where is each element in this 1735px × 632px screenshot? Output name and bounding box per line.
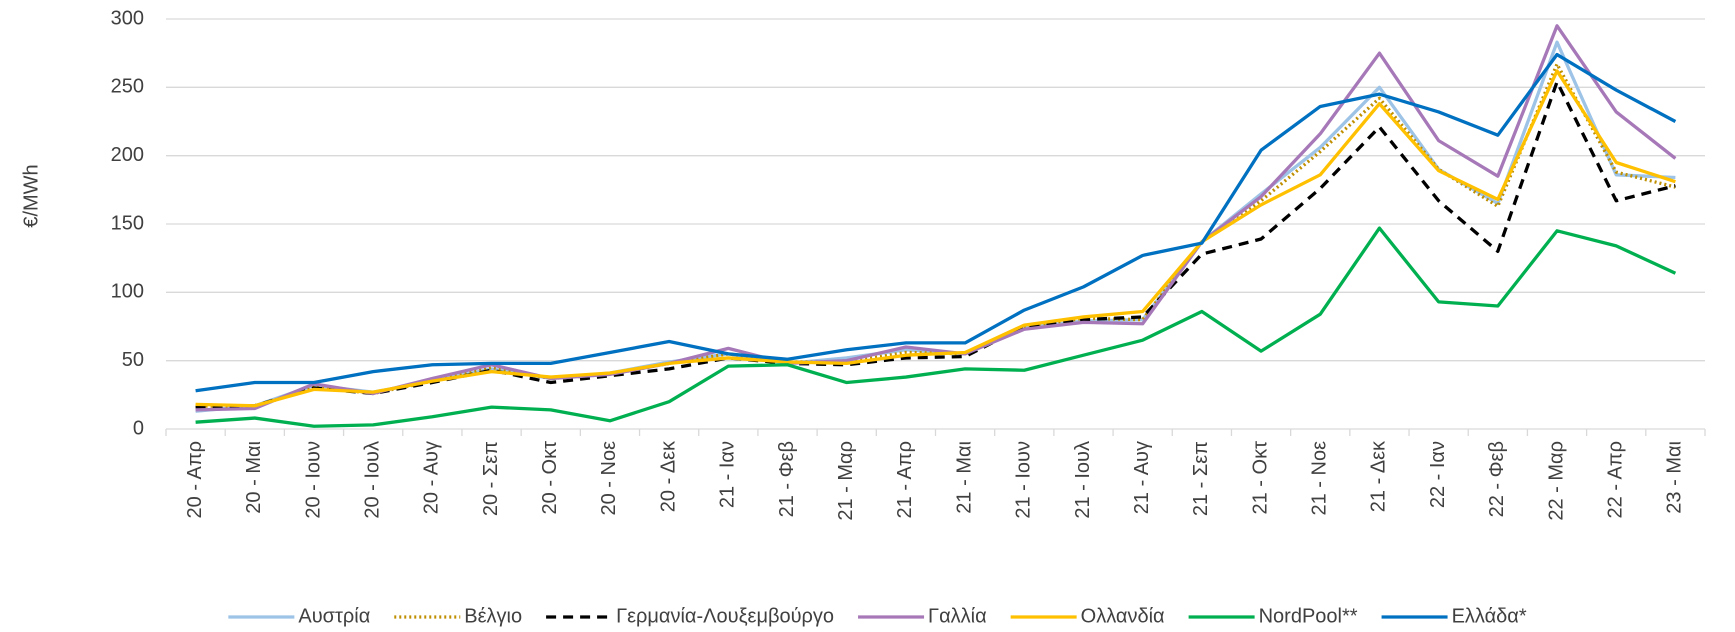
x-tick-label: 20 - Αυγ bbox=[421, 441, 443, 514]
x-tick-label: 20 - Οκτ bbox=[539, 441, 561, 515]
x-tick-label: 21 - Απρ bbox=[894, 441, 916, 518]
y-tick-label: 100 bbox=[111, 281, 144, 303]
series-line bbox=[195, 80, 1676, 409]
x-tick-label: 20 - Ιουλ bbox=[361, 441, 383, 519]
legend-label: Γαλλία bbox=[928, 605, 987, 627]
x-tick-label: 20 - Δεκ bbox=[657, 440, 679, 512]
x-tick-label: 21 - Φεβ bbox=[776, 441, 798, 517]
x-tick-label: 21 - Ιουν bbox=[1013, 441, 1035, 519]
x-tick-label: 20 - Ιουν bbox=[302, 441, 324, 519]
legend: Αυστρία Βέλγιο Γερμανία-Λουξεμβούργο Γαλλία… bbox=[228, 605, 1527, 627]
legend-label: Ελλάδα* bbox=[1452, 605, 1527, 627]
x-tick-label: 20 - Νοε bbox=[598, 441, 620, 516]
series-line bbox=[195, 69, 1676, 408]
x-tick-label: 22 - Ιαν bbox=[1427, 441, 1449, 508]
series-line bbox=[195, 52, 1677, 393]
y-tick-label: 250 bbox=[111, 76, 144, 98]
legend-label: Βέλγιο bbox=[464, 605, 522, 627]
x-tick-label: 21 - Δεκ bbox=[1368, 440, 1390, 512]
y-tick-label: 50 bbox=[122, 349, 144, 371]
legend-label: Γερμανία-Λουξεμβούργο bbox=[616, 605, 834, 627]
x-tick-label: 22 - Μαρ bbox=[1545, 441, 1567, 521]
x-tick-label: 22 - Απρ bbox=[1604, 441, 1626, 518]
y-tick-label: 150 bbox=[111, 212, 144, 234]
x-tick-label: 21 - Μαι bbox=[953, 441, 975, 514]
series-line bbox=[195, 226, 1677, 428]
x-tick-label: 21 - Μαρ bbox=[835, 441, 857, 521]
y-axis-label: €/MWh bbox=[20, 164, 42, 227]
x-tick-label: 21 - Ιαν bbox=[717, 441, 739, 508]
x-tick-label: 21 - Νοε bbox=[1309, 441, 1331, 516]
legend-label: Αυστρία bbox=[298, 605, 370, 627]
x-tick-label: 21 - Αυγ bbox=[1131, 441, 1153, 514]
x-tick-label: 21 - Σεπ bbox=[1190, 441, 1212, 516]
x-tick-label: 20 - Απρ bbox=[184, 441, 206, 518]
y-tick-label: 300 bbox=[111, 7, 144, 29]
x-tick-label: 20 - Μαι bbox=[243, 441, 265, 514]
y-tick-label: 0 bbox=[133, 417, 144, 439]
series-line bbox=[195, 24, 1677, 412]
x-tick-label: 23 - Μαι bbox=[1664, 441, 1686, 514]
legend-label: NordPool** bbox=[1259, 605, 1358, 627]
x-tick-label: 20 - Σεπ bbox=[480, 441, 502, 516]
x-tick-label: 22 - Φεβ bbox=[1486, 441, 1508, 517]
legend-label: Ολλανδία bbox=[1081, 605, 1165, 627]
x-tick-label: 21 - Ιουλ bbox=[1072, 441, 1094, 519]
x-tick-label: 21 - Οκτ bbox=[1249, 441, 1271, 515]
y-tick-label: 200 bbox=[111, 144, 144, 166]
